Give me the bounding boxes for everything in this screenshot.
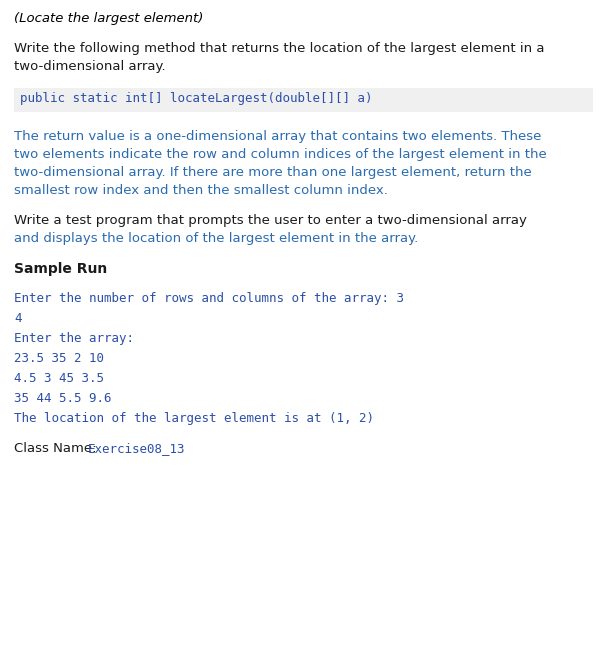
Text: two elements indicate the row and column indices of the largest element in the: two elements indicate the row and column… — [14, 148, 547, 161]
Text: smallest row index and then the smallest column index.: smallest row index and then the smallest… — [14, 184, 388, 197]
Text: Write the following method that returns the location of the largest element in a: Write the following method that returns … — [14, 42, 544, 55]
Text: The return value is a one-dimensional array that contains two elements. These: The return value is a one-dimensional ar… — [14, 130, 541, 143]
Text: and displays the location of the largest element in the array.: and displays the location of the largest… — [14, 232, 418, 245]
Text: Exercise08_13: Exercise08_13 — [88, 442, 185, 455]
Text: 4: 4 — [14, 312, 21, 325]
Text: Enter the array:: Enter the array: — [14, 332, 134, 345]
Text: The location of the largest element is at (1, 2): The location of the largest element is a… — [14, 412, 374, 425]
Text: two-dimensional array.: two-dimensional array. — [14, 60, 166, 73]
FancyBboxPatch shape — [14, 88, 593, 112]
Text: Enter the number of rows and columns of the array: 3: Enter the number of rows and columns of … — [14, 292, 404, 305]
Text: 4.5 3 45 3.5: 4.5 3 45 3.5 — [14, 372, 104, 385]
Text: 23.5 35 2 10: 23.5 35 2 10 — [14, 352, 104, 365]
Text: Sample Run: Sample Run — [14, 262, 107, 276]
Text: Class Name:: Class Name: — [14, 442, 101, 455]
Text: two-dimensional array. If there are more than one largest element, return the: two-dimensional array. If there are more… — [14, 166, 532, 179]
Text: Write a test program that prompts the user to enter a two-dimensional array: Write a test program that prompts the us… — [14, 214, 527, 227]
Text: (Locate the largest element): (Locate the largest element) — [14, 12, 203, 25]
Text: 35 44 5.5 9.6: 35 44 5.5 9.6 — [14, 392, 112, 405]
Text: public static int[] locateLargest(double[][] a): public static int[] locateLargest(double… — [20, 92, 373, 105]
